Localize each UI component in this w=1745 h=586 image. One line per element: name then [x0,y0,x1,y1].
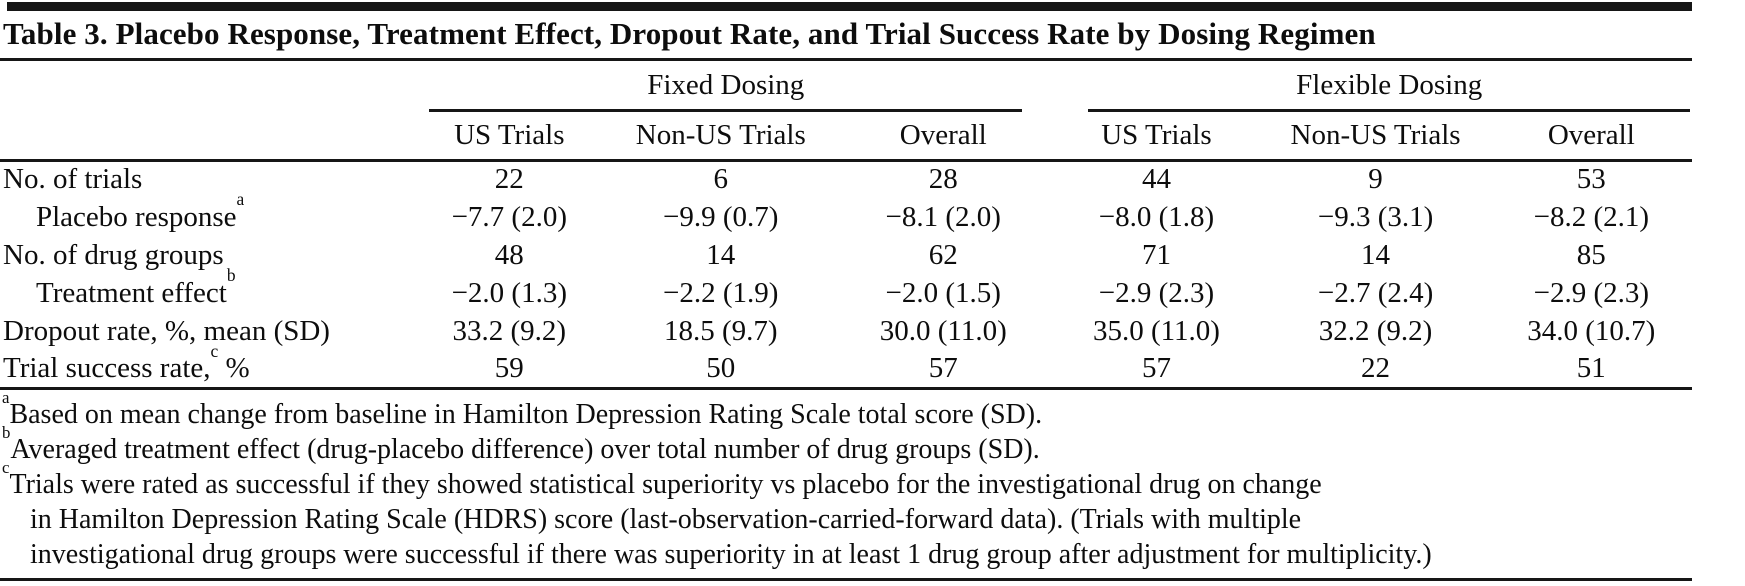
data-cell: −2.7 (2.4) [1317,276,1434,309]
data-table: Fixed Dosing Flexible Dosing US Trials N… [0,61,1692,390]
data-cell: 35.0 (11.0) [1092,314,1220,347]
data-cell: −2.9 (2.3) [1098,276,1215,309]
footnote-text: Averaged treatment effect (drug-placebo … [10,433,1040,465]
data-cell: 6 [713,163,729,196]
row-label-superscript: a [236,189,245,210]
footnote-marker: b [2,423,11,443]
data-cell: 57 [1052,350,1261,390]
row-label: Dropout rate, %, mean (SD) [0,312,411,350]
row-label: Treatment effectb [0,267,411,312]
data-cell: −8.2 (2.1) [1533,200,1650,233]
column-header-flexible-us-trials: US Trials [1052,111,1261,162]
row-label: No. of drug groups [0,236,411,274]
data-cell: −8.0 (1.8) [1098,200,1215,233]
top-rule [7,2,1692,11]
footnote-b: bAveraged treatment effect (drug-placebo… [2,424,1692,467]
table-row-dropout-rate: Dropout rate, %, mean (SD) 33.2 (9.2) 18… [0,312,1692,350]
data-cell: 53 [1576,163,1606,196]
data-cell: 14 [1361,238,1391,271]
empty-corner-cell [0,61,411,112]
column-header-fixed-us-trials: US Trials [411,111,608,162]
row-label-text: Dropout rate, %, mean (SD) [3,314,330,347]
table-row-placebo-response: Placebo responsea −7.7 (2.0) −9.9 (0.7) … [0,191,1692,236]
data-cell: 32.2 (9.2) [1318,314,1433,347]
footnote-marker: c [2,458,10,478]
group-header-row: Fixed Dosing Flexible Dosing [0,61,1692,112]
row-label-superscript: b [226,265,236,286]
column-header-flexible-overall: Overall [1490,111,1692,162]
row-label-text: No. of drug groups [3,238,224,271]
empty-corner-cell [0,111,412,162]
bottom-rule [0,577,1692,581]
footnote-c-line-2: in Hamilton Depression Rating Scale (HDR… [30,503,1302,535]
table-row-no-of-drug-groups: No. of drug groups 48 14 62 71 14 85 [0,236,1692,274]
data-cell: 28 [928,163,958,196]
table-container: Table 3. Placebo Response, Treatment Eff… [0,2,1692,581]
data-cell: 18.5 (9.7) [663,314,778,347]
data-cell: −2.0 (1.5) [885,276,1001,309]
footnote-c-line-1: cTrials were rated as successful if they… [2,459,1692,502]
data-cell: 22 [1260,350,1491,390]
data-cell: −2.2 (1.9) [663,276,779,309]
column-header-flexible-non-us-trials: Non-US Trials [1260,111,1491,162]
group-header-flexible-dosing: Flexible Dosing [1052,61,1692,112]
row-label-text: Trial success rate, [3,351,211,384]
footnote-a: aBased on mean change from baseline in H… [2,389,1692,432]
group-header-label: Fixed Dosing [429,61,1023,112]
footnote-marker: a [2,388,10,408]
data-cell: 9 [1368,163,1383,196]
data-cell: −9.3 (3.1) [1317,200,1434,233]
footnote-c: cTrials were rated as successful if they… [2,459,1692,572]
column-header-fixed-non-us-trials: Non-US Trials [607,111,835,162]
table-row-no-of-trials: No. of trials 22 6 28 44 9 53 [0,160,1692,198]
data-cell: 22 [494,163,524,196]
column-header-fixed-overall: Overall [834,111,1053,162]
footnote-c-line-3: investigational drug groups were success… [30,538,1432,570]
data-cell: 71 [1141,238,1171,271]
column-header-row: US Trials Non-US Trials Overall US Trial… [0,111,1692,162]
data-cell: 59 [411,350,608,390]
data-cell: −7.7 (2.0) [451,200,567,233]
group-header-label: Flexible Dosing [1088,61,1690,112]
row-label-text: Placebo response [36,200,237,233]
row-label: Placebo responsea [0,191,411,236]
group-header-fixed-dosing: Fixed Dosing [411,61,1052,112]
row-label-superscript: c [210,340,219,361]
data-cell: 30.0 (11.0) [879,314,1007,347]
table-row-treatment-effect: Treatment effectb −2.0 (1.3) −2.2 (1.9) … [0,267,1692,312]
data-cell: −2.9 (2.3) [1533,276,1650,309]
footnote-text: Based on mean change from baseline in Ha… [9,398,1043,430]
data-cell: −9.9 (0.7) [663,200,779,233]
data-cell: 51 [1490,350,1692,390]
row-label: Trial success rate,c % [0,342,412,390]
data-cell: 34.0 (10.7) [1527,314,1656,347]
data-cell: 50 [607,350,835,390]
row-label-text: Treatment effect [36,276,227,309]
data-cell: 44 [1141,163,1171,196]
table-title: Table 3. Placebo Response, Treatment Eff… [0,11,1692,61]
footnote-text: Trials were rated as successful if they … [9,468,1322,500]
data-cell: 14 [706,238,736,271]
data-cell: −8.1 (2.0) [885,200,1001,233]
data-cell: 33.2 (9.2) [452,314,567,347]
row-label-suffix: % [218,351,250,384]
data-cell: 85 [1576,238,1606,271]
data-cell: 62 [928,238,958,271]
row-label-text: No. of trials [3,163,143,196]
table-row-trial-success-rate: Trial success rate,c % 59 50 57 57 22 51 [0,342,1692,390]
data-cell: −2.0 (1.3) [451,276,567,309]
data-cell: 57 [834,350,1053,390]
row-label: No. of trials [0,160,411,198]
data-cell: 48 [494,238,524,271]
footnotes: aBased on mean change from baseline in H… [0,389,1692,578]
